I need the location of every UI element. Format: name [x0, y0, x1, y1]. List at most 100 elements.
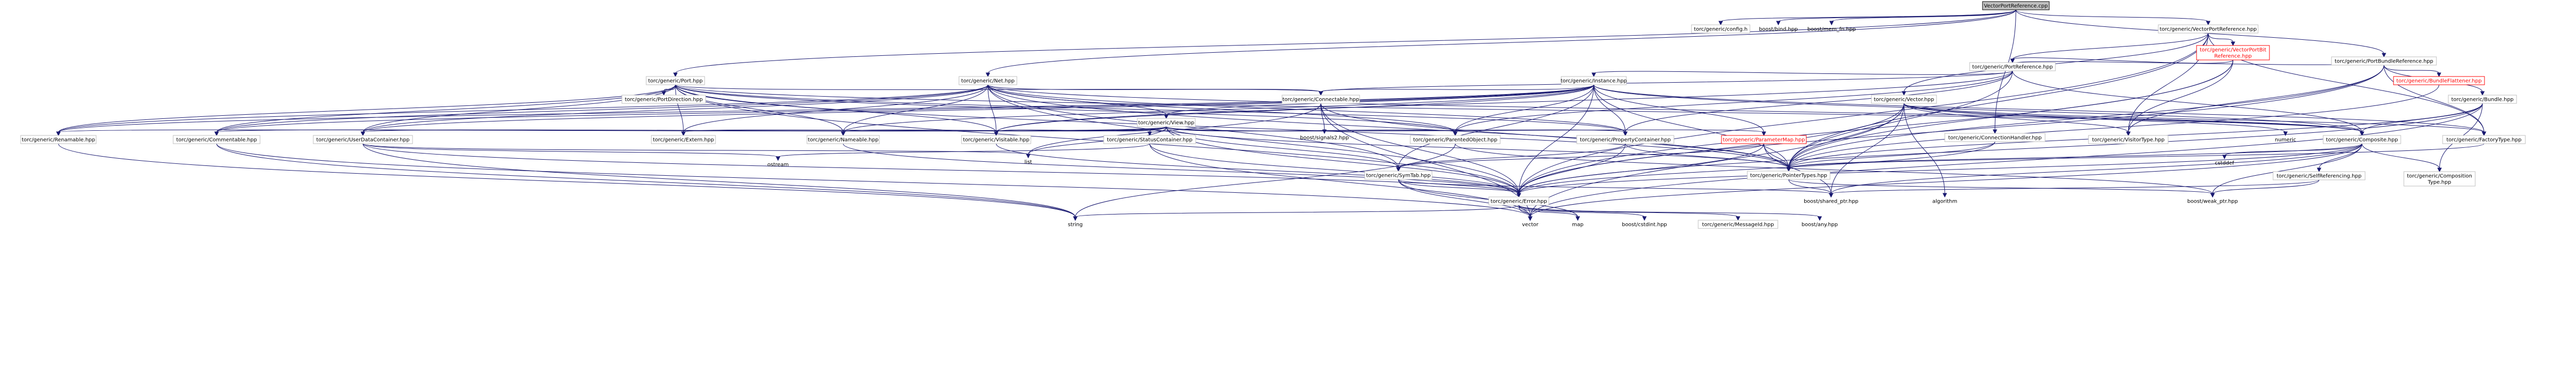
node-label-compo: torc/generic/Composite.hpp: [2326, 137, 2398, 143]
node-pdir[interactable]: torc/generic/PortDirection.hpp: [621, 95, 706, 104]
node-label-conn: torc/generic/Connectable.hpp: [1283, 97, 1360, 103]
arrowhead-error-to-cstdint: [1642, 216, 1647, 221]
edge-view-to-comm: [216, 126, 1167, 133]
node-statc[interactable]: torc/generic/StatusContainer.hpp: [1103, 135, 1196, 144]
node-label-extern: torc/generic/Extern.hpp: [653, 137, 714, 143]
arrowhead-udc-to-list: [1026, 154, 1031, 159]
node-udc[interactable]: torc/generic/UserDataContainer.hpp: [313, 135, 413, 144]
node-box-bflat: [2393, 76, 2485, 85]
arrowhead-vpr-to-vec: [1901, 91, 1907, 96]
edge-view-to-statc: [1149, 126, 1167, 133]
edge-root-to-bind: [1778, 9, 2016, 22]
node-vtype[interactable]: torc/generic/VisitorType.hpp: [2088, 135, 2169, 144]
node-bflat[interactable]: torc/generic/BundleFlattener.hpp: [2393, 76, 2485, 85]
node-config[interactable]: torc/generic/config.h: [1691, 24, 1750, 34]
arrowhead-root-to-connh: [1992, 129, 1998, 134]
edge-compo-to-vector: [1530, 143, 2362, 218]
arrowhead-error-to-msgid: [1735, 216, 1741, 221]
arrowhead-vec-to-numeric: [2283, 131, 2288, 136]
node-nameable[interactable]: torc/generic/Nameable.hpp: [806, 135, 880, 144]
edge-parmap-to-ptypes: [1763, 143, 1789, 168]
arrowhead-parmap-to-symtab: [1396, 167, 1401, 172]
node-label-visit: torc/generic/Visitable.hpp: [963, 137, 1029, 143]
edge-statc-to-ostream: [778, 143, 1150, 158]
node-parmap[interactable]: torc/generic/ParameterMap.hpp: [1721, 135, 1807, 144]
node-inst[interactable]: torc/generic/Instance.hpp: [1561, 76, 1627, 85]
node-label-string: string: [1068, 222, 1083, 228]
arrowhead-vec-to-ftype: [2481, 131, 2487, 136]
edge-inst-to-renam: [58, 84, 1594, 133]
node-box-compo: [2323, 135, 2401, 144]
node-label-list: list: [1025, 160, 1032, 165]
node-box-pdir: [621, 95, 706, 104]
edge-udc-to-string: [362, 143, 1076, 218]
node-pref[interactable]: torc/generic/PortReference.hpp: [1969, 62, 2056, 71]
node-vec[interactable]: torc/generic/Vector.hpp: [1871, 95, 1937, 104]
node-port[interactable]: torc/generic/Port.hpp: [646, 76, 705, 85]
node-selfref[interactable]: torc/generic/SelfReferencing.hpp: [2273, 171, 2366, 180]
edge-conn-to-error: [1320, 103, 1519, 194]
node-cstddef: cstddef: [2215, 161, 2234, 166]
node-ftype[interactable]: torc/generic/FactoryType.hpp: [2442, 135, 2526, 144]
arrowhead-view-to-parobj: [1453, 131, 1458, 136]
node-box-comm: [173, 135, 261, 144]
node-msgid[interactable]: torc/generic/MessageId.hpp: [1698, 220, 1778, 229]
node-conn[interactable]: torc/generic/Connectable.hpp: [1282, 95, 1360, 104]
node-box-parmap: [1721, 135, 1807, 144]
node-box-net: [958, 76, 1017, 85]
node-pbr[interactable]: torc/generic/PortBundleReference.hpp: [2331, 56, 2437, 66]
node-box-bundle: [2448, 95, 2517, 104]
arrowhead-statc-to-ostream: [775, 156, 781, 161]
node-label-weakptr: boost/weak_ptr.hpp: [2187, 199, 2238, 205]
node-label-cstdint: boost/cstdint.hpp: [1622, 222, 1667, 228]
node-net[interactable]: torc/generic/Net.hpp: [958, 76, 1017, 85]
node-symtab[interactable]: torc/generic/SymTab.hpp: [1364, 171, 1432, 180]
node-vpr[interactable]: torc/generic/VectorPortReference.hpp: [2158, 24, 2259, 34]
edge-compo-to-ptypes: [1788, 143, 2362, 168]
node-bundle[interactable]: torc/generic/Bundle.hpp: [2448, 95, 2517, 104]
edge-view-to-nameable: [843, 126, 1167, 133]
node-propc[interactable]: torc/generic/PropertyContainer.hpp: [1576, 135, 1674, 144]
edge-conn-to-list: [1028, 103, 1321, 155]
arrowhead-error-to-string: [1073, 216, 1078, 221]
edge-net-to-comm: [216, 84, 988, 133]
node-label-port: torc/generic/Port.hpp: [648, 79, 703, 84]
node-compo[interactable]: torc/generic/Composite.hpp: [2323, 135, 2401, 144]
node-label-statc: torc/generic/StatusContainer.hpp: [1107, 137, 1193, 143]
edge-inst-to-nameable: [843, 84, 1594, 133]
edge-root-to-vpr: [2016, 9, 2208, 22]
node-label-symtab: torc/generic/SymTab.hpp: [1366, 173, 1431, 179]
edge-pref-to-parobj: [1455, 70, 2013, 133]
edge-conn-to-ptypes: [1320, 103, 1789, 168]
node-weakptr: boost/weak_ptr.hpp: [2187, 199, 2238, 205]
node-comm[interactable]: torc/generic/Commentable.hpp: [173, 135, 261, 144]
node-connh[interactable]: torc/generic/ConnectionHandler.hpp: [1944, 133, 2046, 142]
node-parobj[interactable]: torc/generic/ParentedObject.hpp: [1410, 135, 1501, 144]
edge-propc-to-symtab: [1398, 143, 1626, 168]
node-label-algorithm: algorithm: [1932, 199, 1957, 205]
arrowhead-ptypes-to-sharedptr: [1828, 193, 1834, 198]
node-label-sharedptr: boost/shared_ptr.hpp: [1804, 199, 1858, 205]
node-view[interactable]: torc/generic/View.hpp: [1137, 118, 1196, 127]
node-cstdint: boost/cstdint.hpp: [1622, 222, 1667, 228]
node-label-msgid: torc/generic/MessageId.hpp: [1702, 222, 1774, 228]
edge-ptypes-to-weakptr: [1788, 179, 2213, 194]
node-renam[interactable]: torc/generic/Renamable.hpp: [20, 135, 97, 144]
node-label-vpbr: torc/generic/VectorPortBit: [2200, 48, 2266, 53]
node-error[interactable]: torc/generic/Error.hpp: [1488, 196, 1549, 206]
node-label-vpr: torc/generic/VectorPortReference.hpp: [2160, 27, 2257, 33]
arrowhead-root-to-bind: [1776, 21, 1781, 26]
edge-comm-to-string: [216, 143, 1076, 218]
node-label-connh: torc/generic/ConnectionHandler.hpp: [1948, 135, 2042, 141]
node-memfn: boost/mem_fn.hpp: [1807, 27, 1856, 33]
node-root[interactable]: VectorPortReference.cpp: [1982, 1, 2050, 10]
node-label-vtype: torc/generic/VisitorType.hpp: [2092, 137, 2165, 143]
node-map: map: [1572, 222, 1583, 228]
node-visit[interactable]: torc/generic/Visitable.hpp: [961, 135, 1031, 144]
node-label-view: torc/generic/View.hpp: [1138, 120, 1195, 126]
node-extern[interactable]: torc/generic/Extern.hpp: [651, 135, 716, 144]
edge-udc-to-error: [362, 143, 1519, 194]
node-ptypes[interactable]: torc/generic/PointerTypes.hpp: [1747, 171, 1831, 180]
